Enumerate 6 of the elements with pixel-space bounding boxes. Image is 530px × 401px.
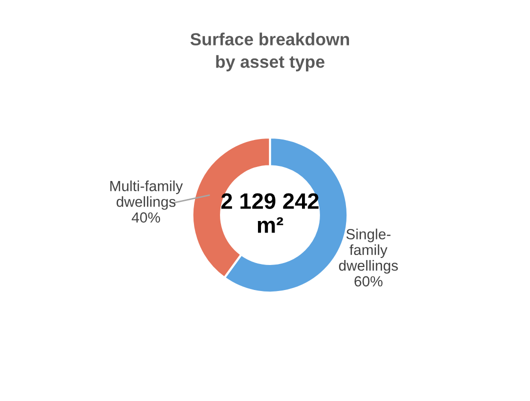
text: 2 129 242 m² — [221, 193, 319, 233]
slice-label: Multi-family dwellings — [110, 180, 183, 210]
data-label: 60% — [354, 276, 382, 286]
chart-title: Surface breakdown by asset type — [190, 32, 350, 72]
slice-label: Single-family dwellings — [339, 228, 398, 274]
data-label: 40% — [132, 212, 160, 223]
